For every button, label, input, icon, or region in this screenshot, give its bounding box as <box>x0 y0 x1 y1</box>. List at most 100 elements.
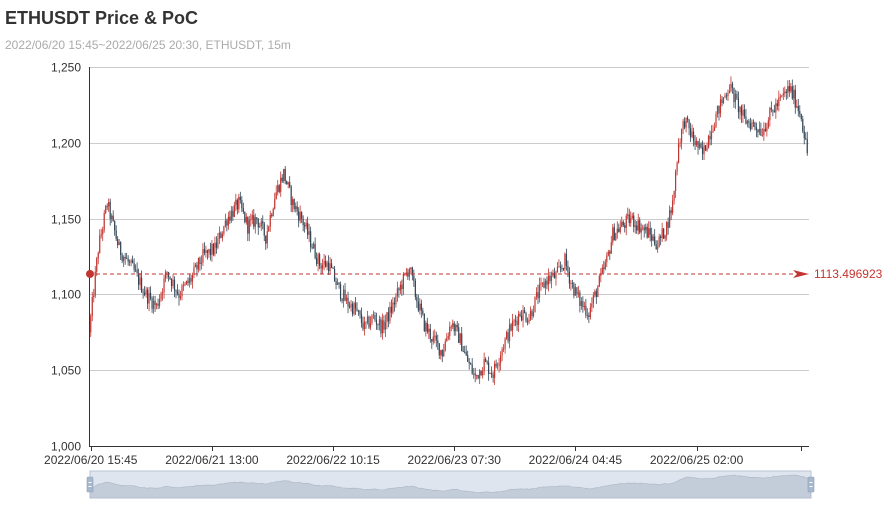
candle[interactable] <box>387 307 390 328</box>
candle[interactable] <box>508 318 511 349</box>
candle[interactable] <box>477 374 479 380</box>
candle[interactable] <box>712 124 714 134</box>
candle[interactable] <box>363 316 366 336</box>
candle[interactable] <box>742 104 744 123</box>
candle[interactable] <box>118 238 120 246</box>
candle[interactable] <box>311 243 313 250</box>
candle[interactable] <box>133 258 135 273</box>
candle[interactable] <box>686 115 689 123</box>
candle[interactable] <box>91 291 93 322</box>
candle[interactable] <box>145 286 147 298</box>
candle[interactable] <box>197 257 200 273</box>
candle[interactable] <box>209 242 212 261</box>
candle[interactable] <box>138 268 140 290</box>
candle[interactable] <box>700 142 702 149</box>
candle[interactable] <box>698 138 701 150</box>
candle[interactable] <box>583 301 585 311</box>
candle[interactable] <box>257 217 259 235</box>
candle[interactable] <box>769 106 771 127</box>
candle[interactable] <box>369 316 372 331</box>
candle[interactable] <box>305 219 307 230</box>
candle[interactable] <box>317 252 319 272</box>
candle[interactable] <box>211 239 213 262</box>
candle[interactable] <box>766 122 768 137</box>
candle[interactable] <box>619 220 621 235</box>
candle[interactable] <box>139 273 141 291</box>
candle[interactable] <box>429 323 431 343</box>
candle[interactable] <box>507 328 509 344</box>
candle[interactable] <box>511 313 514 337</box>
candle[interactable] <box>788 80 790 97</box>
candle[interactable] <box>589 303 591 320</box>
candle[interactable] <box>218 226 220 245</box>
candle[interactable] <box>615 232 617 242</box>
candle[interactable] <box>278 184 280 194</box>
candle[interactable] <box>307 216 309 240</box>
candle[interactable] <box>675 169 677 198</box>
candle[interactable] <box>417 294 419 313</box>
candle[interactable] <box>384 314 387 338</box>
candle[interactable] <box>552 269 554 278</box>
candle[interactable] <box>146 287 149 309</box>
candle[interactable] <box>606 252 608 267</box>
candle[interactable] <box>630 211 632 227</box>
candle[interactable] <box>595 288 597 304</box>
candle[interactable] <box>523 307 526 314</box>
candle[interactable] <box>464 345 466 354</box>
candle[interactable] <box>102 226 104 242</box>
candle[interactable] <box>227 211 229 230</box>
candle[interactable] <box>111 213 113 224</box>
candle[interactable] <box>652 233 654 242</box>
candle[interactable] <box>187 277 189 286</box>
candle[interactable] <box>223 225 225 237</box>
candle[interactable] <box>473 367 475 379</box>
candle[interactable] <box>625 213 627 236</box>
candle[interactable] <box>676 160 678 176</box>
candle[interactable] <box>123 255 125 268</box>
candle[interactable] <box>610 235 612 254</box>
candle[interactable] <box>701 140 704 160</box>
candle[interactable] <box>253 209 255 230</box>
candle[interactable] <box>149 286 152 301</box>
candle[interactable] <box>381 313 384 340</box>
candle[interactable] <box>135 264 137 273</box>
candle[interactable] <box>169 276 171 281</box>
candle[interactable] <box>238 193 240 213</box>
candle[interactable] <box>505 330 508 340</box>
candle[interactable] <box>556 262 559 273</box>
candle[interactable] <box>256 217 258 225</box>
candle[interactable] <box>713 122 716 131</box>
candle[interactable] <box>627 207 629 220</box>
candle[interactable] <box>338 282 340 289</box>
candle[interactable] <box>354 296 357 315</box>
candle[interactable] <box>172 274 174 289</box>
candle[interactable] <box>471 358 473 375</box>
candle[interactable] <box>221 231 223 242</box>
candle[interactable] <box>661 222 663 243</box>
candle[interactable] <box>616 221 618 239</box>
candle[interactable] <box>564 252 566 275</box>
candle[interactable] <box>351 301 354 317</box>
candle[interactable] <box>281 174 283 183</box>
candle[interactable] <box>108 198 110 212</box>
candle[interactable] <box>724 92 726 99</box>
candle[interactable] <box>272 207 274 217</box>
candle[interactable] <box>658 233 660 248</box>
candle[interactable] <box>299 205 301 224</box>
candle[interactable] <box>154 295 156 312</box>
candle[interactable] <box>175 289 177 299</box>
candle[interactable] <box>184 281 186 287</box>
candle[interactable] <box>793 85 795 105</box>
candle[interactable] <box>239 191 241 204</box>
candle[interactable] <box>755 122 757 138</box>
candle[interactable] <box>413 269 415 287</box>
candle[interactable] <box>251 210 253 225</box>
candle[interactable] <box>124 252 126 265</box>
candle[interactable] <box>390 299 393 318</box>
candle[interactable] <box>642 224 644 231</box>
candle[interactable] <box>797 98 799 117</box>
candle[interactable] <box>244 211 246 224</box>
candle[interactable] <box>242 202 244 214</box>
candle[interactable] <box>241 196 243 213</box>
